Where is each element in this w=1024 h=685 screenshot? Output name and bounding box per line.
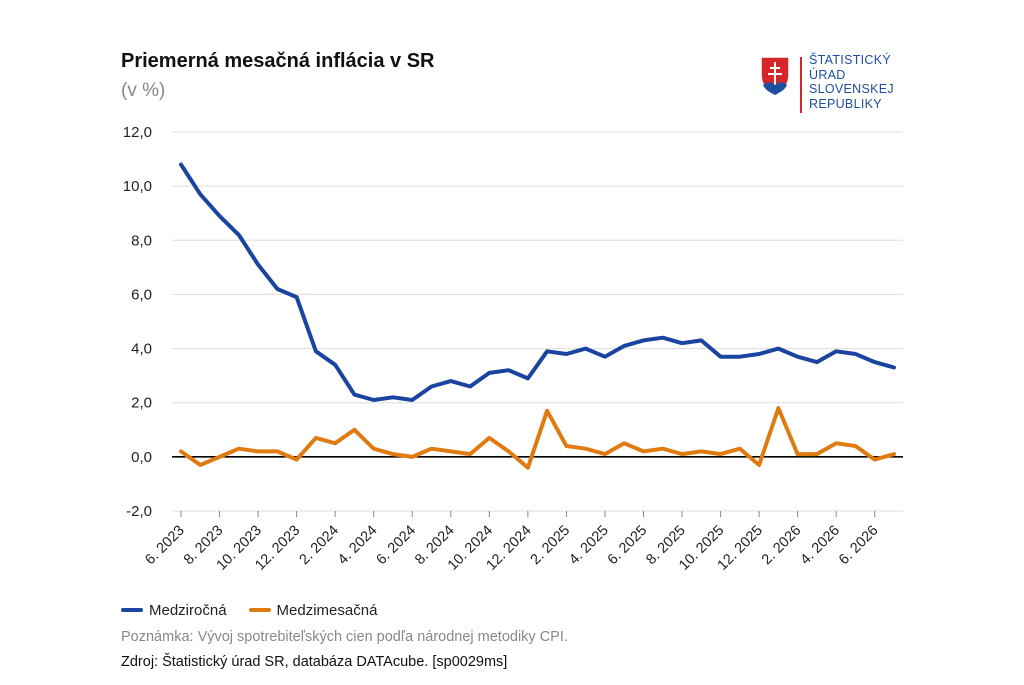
x-tick-label: 4. 2024	[335, 523, 381, 569]
series-line-medzirocna	[179, 162, 896, 402]
x-tick-label: 4. 2026	[797, 523, 843, 569]
y-tick-label: 6,0	[131, 286, 152, 303]
legend-swatch-medzimesacna	[248, 608, 271, 612]
legend-swatch-medzirocna	[121, 608, 143, 612]
chart-subtitle: (v %)	[121, 80, 166, 101]
y-tick-label: 12,0	[123, 124, 152, 141]
legend-item-medzimesacna[interactable]: Medzimesačná	[248, 601, 378, 619]
x-tick-label: 6. 2026	[836, 523, 882, 569]
y-tick-label: 0,0	[131, 449, 152, 466]
x-tick-label: 4. 2025	[566, 523, 612, 569]
x-tick-label: 2. 2025	[528, 523, 574, 569]
y-tick-label: 2,0	[131, 395, 152, 412]
y-tick-label: -2,0	[126, 503, 152, 520]
x-tick-label: 6. 2024	[374, 523, 420, 569]
y-tick-label: 4,0	[131, 341, 152, 358]
legend-item-medzirocna[interactable]: Medziročná	[121, 602, 227, 619]
series-line-medzimesacna	[179, 406, 896, 470]
logo-divider	[800, 57, 802, 113]
logo-line-1: ŠTATISTICKÝ	[809, 53, 892, 67]
chart-legend: Medziročná Medzimesačná	[121, 600, 399, 620]
x-tick-label: 6. 2023	[142, 523, 188, 569]
logo-text: ŠTATISTICKÝ ÚRAD SLOVENSKEJ REPUBLIKY	[809, 53, 894, 111]
x-tick-label: 2. 2026	[759, 523, 805, 569]
statistical-office-logo: ŠTATISTICKÝ ÚRAD SLOVENSKEJ REPUBLIKY	[757, 53, 907, 113]
slovak-coat-of-arms-icon	[760, 56, 790, 96]
logo-line-3: SLOVENSKEJ	[809, 82, 894, 96]
legend-label-medzimesacna: Medzimesačná	[276, 601, 378, 619]
logo-line-4: REPUBLIKY	[809, 96, 882, 111]
chart-source: Zdroj: Štatistický úrad SR, databáza DAT…	[121, 654, 508, 670]
legend-label-medzirocna: Medziročná	[149, 601, 227, 619]
y-tick-label: 10,0	[123, 178, 152, 195]
chart-note: Poznámka: Vývoj spotrebiteľských cien po…	[121, 629, 568, 645]
x-tick-label: 2. 2024	[296, 523, 342, 569]
y-tick-label: 8,0	[131, 232, 152, 249]
chart-title: Priemerná mesačná inflácia v SR	[121, 50, 435, 72]
logo-line-2: ÚRAD	[809, 67, 846, 82]
x-tick-label: 6. 2025	[605, 523, 651, 569]
